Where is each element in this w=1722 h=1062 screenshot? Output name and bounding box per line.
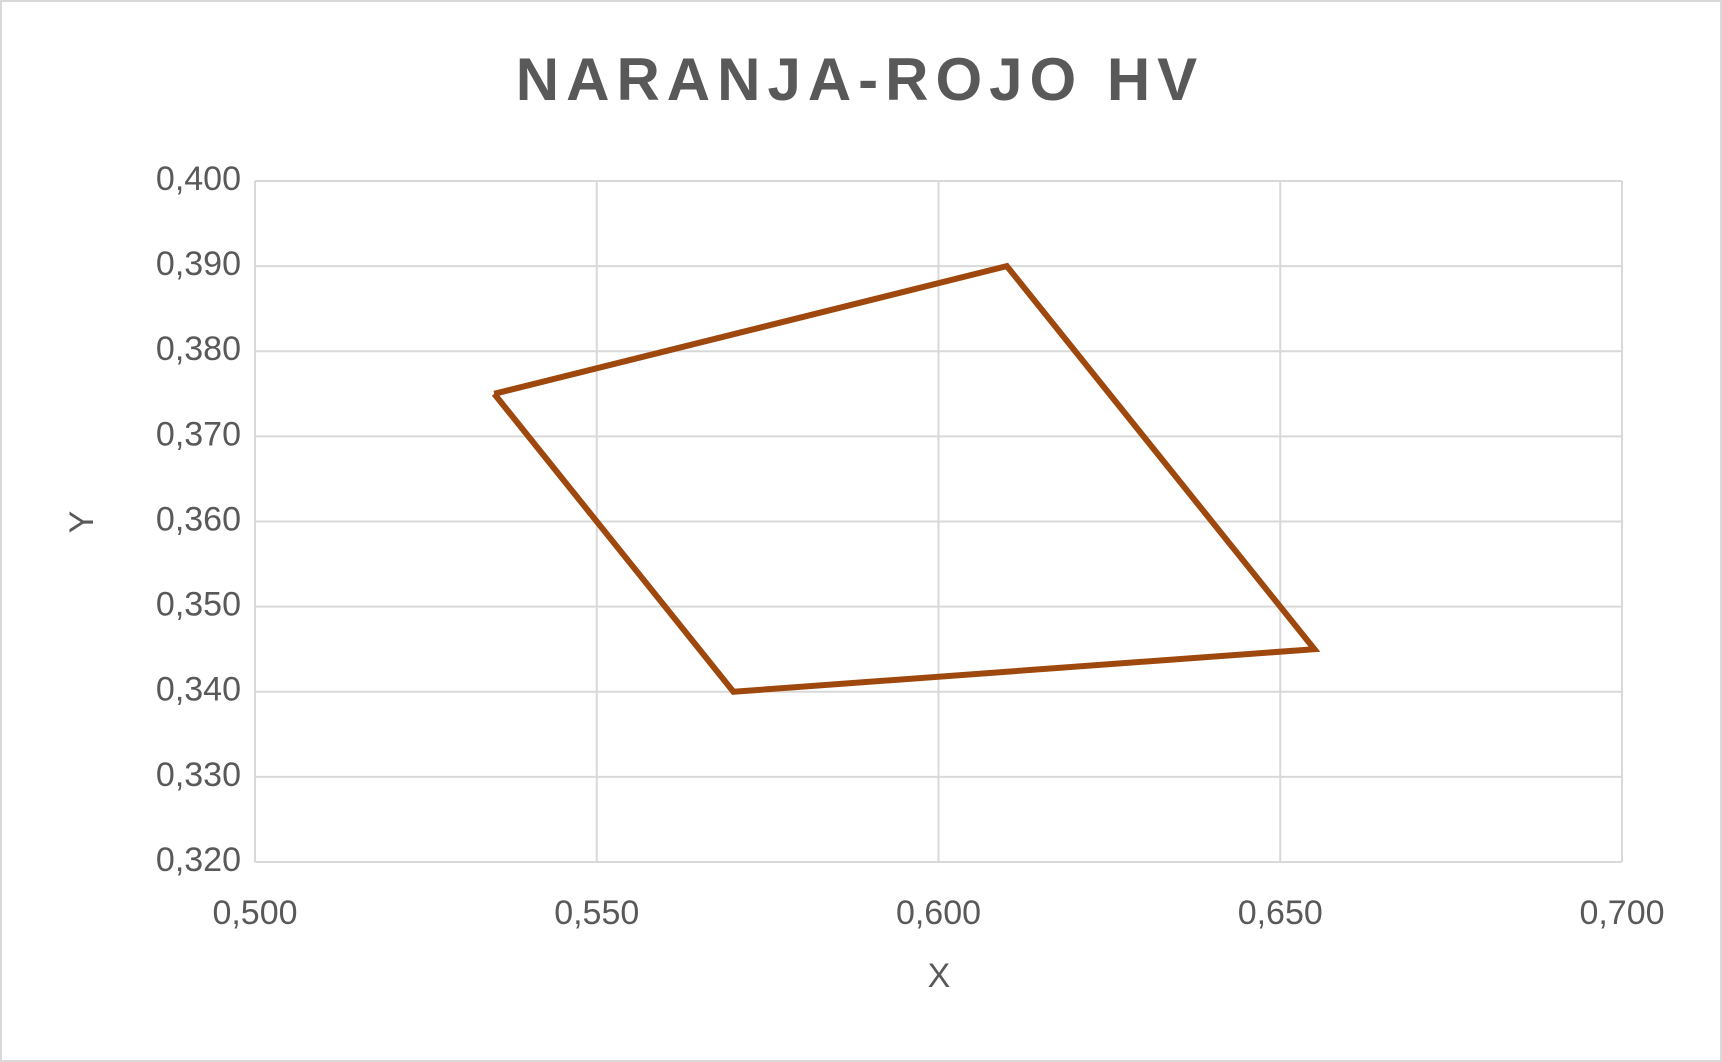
- x-tick-label: 0,600: [896, 894, 981, 932]
- y-tick-label: 0,370: [156, 415, 241, 453]
- y-tick-label: 0,400: [156, 160, 241, 198]
- y-tick-label: 0,380: [156, 330, 241, 368]
- y-tick-label: 0,320: [156, 841, 241, 879]
- x-tick-label: 0,700: [1579, 894, 1664, 932]
- y-tick-label: 0,340: [156, 671, 241, 709]
- x-axis-label: X: [928, 957, 951, 995]
- y-tick-label: 0,350: [156, 586, 241, 624]
- y-tick-label: 0,360: [156, 500, 241, 538]
- y-axis-label: Y: [63, 511, 101, 534]
- x-tick-label: 0,550: [554, 894, 639, 932]
- y-tick-label: 0,390: [156, 245, 241, 283]
- y-tick-label: 0,330: [156, 756, 241, 794]
- series-line: [491, 262, 1321, 695]
- chart-title: NARANJA-ROJO HV: [516, 46, 1204, 113]
- x-tick-label: 0,650: [1238, 894, 1323, 932]
- x-tick-label: 0,500: [212, 894, 297, 932]
